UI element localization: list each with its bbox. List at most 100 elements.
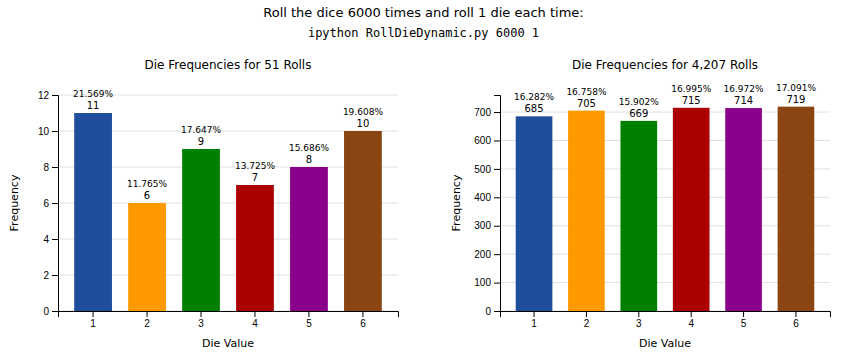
x-tick-mark (362, 311, 363, 317)
y-tick-mark (52, 95, 58, 96)
y-tick-label: 0 (485, 306, 491, 317)
x-tick: 1 (531, 311, 537, 329)
y-tick-mark (52, 167, 58, 168)
data-label: 685 (525, 103, 544, 114)
y-tick: 400 (474, 192, 500, 203)
y-tick-label: 6 (43, 198, 49, 209)
y-axis: 0100200300400500600700 (474, 96, 500, 317)
bar (620, 121, 657, 311)
annotation: 17.091% (776, 83, 816, 93)
x-tick: 5 (741, 311, 747, 329)
y-tick-mark (52, 275, 58, 276)
figure-subtitle: ipython RollDieDynamic.py 6000 1 (308, 26, 539, 40)
y-tick-label: 10 (38, 126, 50, 137)
x-tick: 6 (360, 311, 366, 329)
x-tick-mark (93, 311, 94, 317)
data-label: 7 (252, 172, 258, 183)
y-tick: 2 (43, 270, 58, 281)
y-tick: 6 (43, 198, 58, 209)
x-tick-mark (691, 311, 692, 317)
y-tick-label: 8 (43, 162, 49, 173)
y-axis: 024681012 (38, 90, 59, 317)
annotation: 21.569% (73, 89, 113, 99)
bar (778, 107, 815, 311)
y-tick-label: 100 (474, 277, 491, 288)
bar (725, 108, 762, 311)
bar (128, 203, 166, 311)
figure-title: Roll the dice 6000 times and roll 1 die … (263, 5, 583, 20)
y-tick-label: 2 (43, 270, 49, 281)
annotation: 19.608% (343, 107, 383, 117)
x-axis-line (59, 312, 399, 318)
data-label: 10 (357, 118, 370, 129)
bar (673, 108, 710, 311)
y-tick-mark (52, 203, 58, 204)
data-label: 705 (577, 98, 596, 109)
y-tick-label: 600 (474, 135, 491, 146)
x-tick-label: 1 (90, 318, 96, 329)
data-label: 714 (734, 95, 753, 106)
x-tick: 3 (636, 311, 642, 329)
grid (58, 95, 398, 311)
x-tick-label: 4 (252, 318, 258, 329)
bar (74, 113, 112, 311)
x-tick-label: 3 (636, 318, 642, 329)
x-tick: 2 (144, 311, 150, 329)
y-tick: 0 (43, 306, 58, 317)
x-axis-line (501, 312, 831, 318)
y-tick-mark (494, 169, 500, 170)
y-tick-mark (494, 112, 500, 113)
y-tick: 10 (38, 126, 58, 137)
y-tick-mark (52, 239, 58, 240)
y-tick-label: 300 (474, 220, 491, 231)
plot: 1234560246810121121.569%611.765%917.647%… (38, 89, 399, 329)
x-tick: 3 (198, 311, 204, 329)
y-tick-label: 0 (43, 306, 49, 317)
x-tick: 5 (306, 311, 312, 329)
data-label: 719 (786, 94, 805, 105)
y-tick: 8 (43, 162, 58, 173)
x-tick-mark (147, 311, 148, 317)
x-tick: 6 (793, 311, 799, 329)
y-tick: 300 (474, 220, 500, 231)
x-tick: 2 (584, 311, 590, 329)
y-tick: 200 (474, 249, 500, 260)
x-tick-mark (638, 311, 639, 317)
bar (182, 149, 220, 311)
y-tick-label: 500 (474, 164, 491, 175)
y-tick-mark (52, 131, 58, 132)
x-axis-title: Die Value (202, 337, 254, 350)
y-tick-label: 200 (474, 249, 491, 260)
y-tick-label: 400 (474, 192, 491, 203)
y-tick: 0 (485, 306, 500, 317)
y-tick-mark (494, 226, 500, 227)
annotation: 16.972% (724, 84, 764, 94)
x-tick: 4 (688, 311, 694, 329)
annotation: 15.902% (619, 97, 659, 107)
x-tick-label: 2 (144, 318, 150, 329)
annotation: 15.686% (289, 143, 329, 153)
data-label: 6 (144, 190, 150, 201)
x-tick-mark (534, 311, 535, 317)
annotation: 13.725% (235, 161, 275, 171)
chart-title: Die Frequencies for 4,207 Rolls (572, 58, 758, 72)
y-axis-line (52, 96, 59, 312)
y-tick: 500 (474, 164, 500, 175)
x-tick-label: 6 (360, 318, 366, 329)
figure: Roll the dice 6000 times and roll 1 die … (0, 0, 847, 356)
labels: 68516.282%70516.758%66915.902%71516.995%… (514, 83, 816, 119)
y-tick-label: 12 (38, 90, 50, 101)
x-tick-label: 6 (793, 318, 799, 329)
y-tick: 100 (474, 277, 500, 288)
x-tick-label: 3 (198, 318, 204, 329)
y-axis-title: Frequency (8, 174, 21, 231)
bars (74, 113, 382, 311)
x-tick-mark (743, 311, 744, 317)
data-label: 715 (682, 95, 701, 106)
x-tick-mark (586, 311, 587, 317)
y-tick: 12 (38, 90, 58, 101)
bar (344, 131, 382, 311)
x-tick: 1 (90, 311, 96, 329)
annotation: 16.282% (514, 92, 554, 102)
x-tick-mark (201, 311, 202, 317)
